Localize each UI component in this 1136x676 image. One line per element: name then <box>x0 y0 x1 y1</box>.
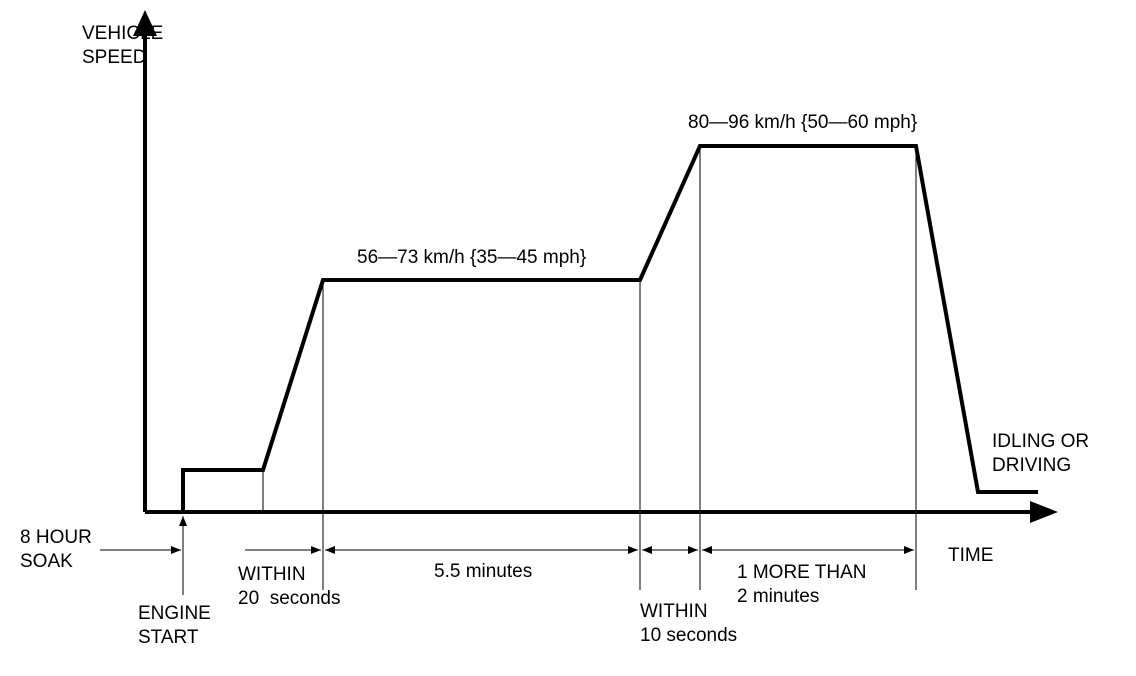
y-axis-label: SPEED <box>82 47 146 68</box>
duration-label: 20 seconds <box>238 588 340 609</box>
duration-label: 10 seconds <box>640 625 737 646</box>
speed-label: 56—73 km/h {35—45 mph} <box>357 247 586 268</box>
x-axis-label: TIME <box>948 545 993 566</box>
y-axis-label: VEHICLE <box>82 23 163 44</box>
duration-label: 5.5 minutes <box>434 561 532 582</box>
x-axis-arrow <box>1030 501 1058 523</box>
duration-label: 2 minutes <box>737 586 819 607</box>
duration-label: WITHIN <box>640 601 708 622</box>
duration-label: WITHIN <box>238 564 306 585</box>
duration-label: 1 MORE THAN <box>737 562 867 583</box>
speed-label: 80—96 km/h {50—60 mph} <box>688 112 917 133</box>
end-state-label: DRIVING <box>992 455 1071 476</box>
soak-label: 8 HOUR <box>20 527 92 548</box>
engine-start-label: ENGINE <box>138 603 211 624</box>
end-state-label: IDLING OR <box>992 431 1089 452</box>
y-axis-arrow <box>133 10 157 36</box>
speed-profile <box>181 144 1038 512</box>
engine-start-label: START <box>138 627 199 648</box>
soak-label: SOAK <box>20 551 73 572</box>
